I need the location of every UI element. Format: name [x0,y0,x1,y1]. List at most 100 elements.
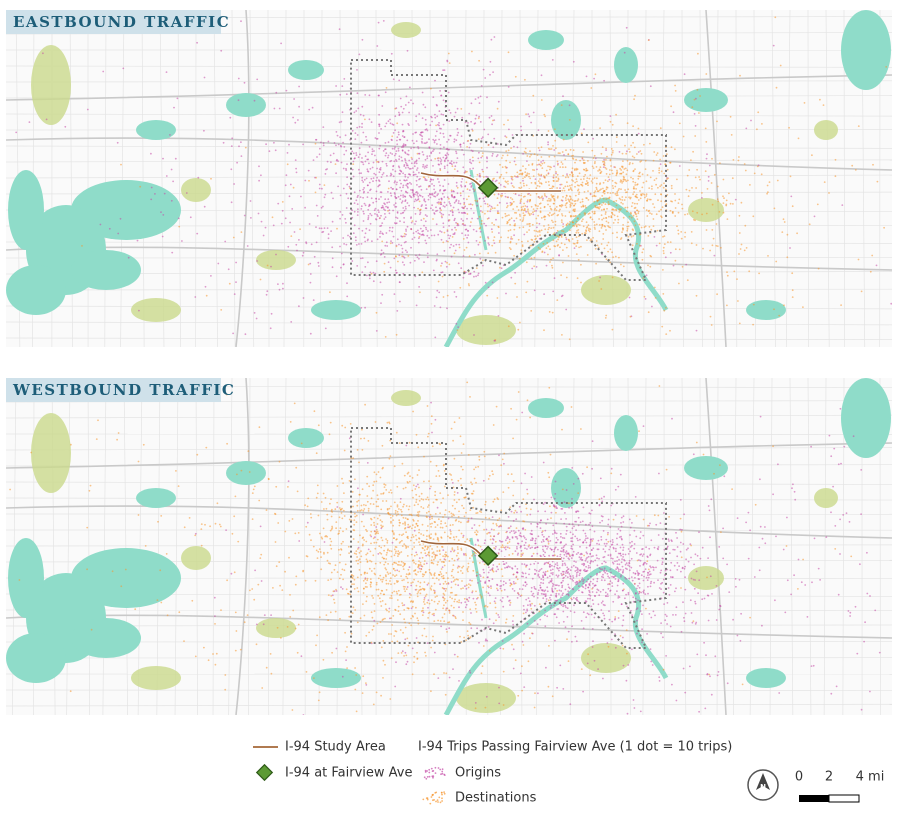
trip-dot [660,208,662,211]
trip-dot [396,181,398,184]
trip-dot [415,584,418,587]
trip-dot [699,557,702,560]
trip-dot [515,176,518,178]
trip-dot [385,538,387,540]
trip-dot [379,592,382,595]
trip-dot [200,523,203,525]
trip-dot [372,201,375,204]
trip-dot [387,120,390,123]
street [553,10,557,347]
trip-dot [273,141,275,144]
trip-dot [439,201,442,204]
trip-dot [379,191,382,194]
trip-dot [315,452,318,455]
trip-dot [401,579,404,582]
trip-dot [377,532,379,535]
trip-dot [498,454,500,457]
trip-dot [479,95,482,98]
trip-dot [526,199,529,202]
trip-dot [229,116,232,119]
trip-dot [589,674,592,677]
trip-dot [521,245,524,248]
trip-dot [570,566,573,568]
trip-dot [535,192,538,195]
trip-dot [447,153,450,156]
trip-dot [440,209,442,212]
trip-dot [385,87,388,89]
trip-dot [561,214,564,217]
trip-dot [361,176,364,179]
trip-dot [88,489,91,492]
trip-dot [616,192,618,195]
trip-dot [555,206,558,208]
trip-dot [258,165,260,168]
trip-dot [483,222,486,225]
trip-dot [747,557,750,560]
street [6,321,892,326]
trip-dot [473,334,475,336]
trip-dot [483,128,486,131]
trip-dot [397,133,400,136]
trip-dot [394,170,397,173]
trip-dot [314,734,316,736]
trip-dot [404,167,407,169]
trip-dot [224,674,227,676]
trip-dot [618,211,621,213]
trip-dot [518,186,521,189]
trip-dot [412,102,414,105]
trip-dot [716,245,719,248]
trip-dot [382,640,385,642]
trip-dot [693,563,695,566]
trip-dot [392,715,394,717]
trip-dot [605,217,608,219]
street [6,464,892,467]
trip-dot [591,178,594,180]
trip-dot [222,141,225,144]
trip-dot [433,305,436,307]
trip-dot [444,260,447,263]
trip-dot [294,532,297,535]
trip-dot [543,218,546,221]
trip-dot [561,372,563,374]
trip-dot [387,548,389,551]
trip-dot [403,136,406,138]
trip-dot [440,231,443,233]
trip-dot [434,157,437,160]
trip-dot [602,202,605,204]
trip-dot [750,119,752,122]
trip-dot [181,240,183,242]
trip-dot [854,169,857,171]
trip-dot [346,646,348,648]
trip-dot [533,210,536,213]
trip-dot [415,120,418,122]
trip-dot [593,77,595,80]
trip-dot [358,243,360,245]
trip-dot [630,176,632,179]
trip-dot [660,170,663,173]
trip-dot [343,78,346,80]
trip-dot [336,571,339,573]
trip-dot [404,200,407,203]
trip-dot [406,139,409,142]
trip-dot [616,563,619,565]
trip-dot [477,243,480,246]
trip-dot [395,197,398,199]
trip-dot [731,177,734,180]
trip-dot [496,297,499,299]
trip-dot [235,281,237,283]
trip-dot [329,291,331,294]
trip-dot [619,167,621,170]
trip-dot [420,219,423,222]
trip-dot [705,141,708,143]
trip-dot [439,230,441,233]
trip-dot [650,213,653,215]
trip-dot [478,524,481,527]
trip-dot [281,209,284,212]
trip-dot [584,532,587,535]
trip-dot [689,599,692,602]
trip-dot [482,479,485,482]
trip-dot [370,214,373,217]
trip-dot [573,242,576,245]
trip-dot [702,453,705,456]
highway [705,10,727,347]
